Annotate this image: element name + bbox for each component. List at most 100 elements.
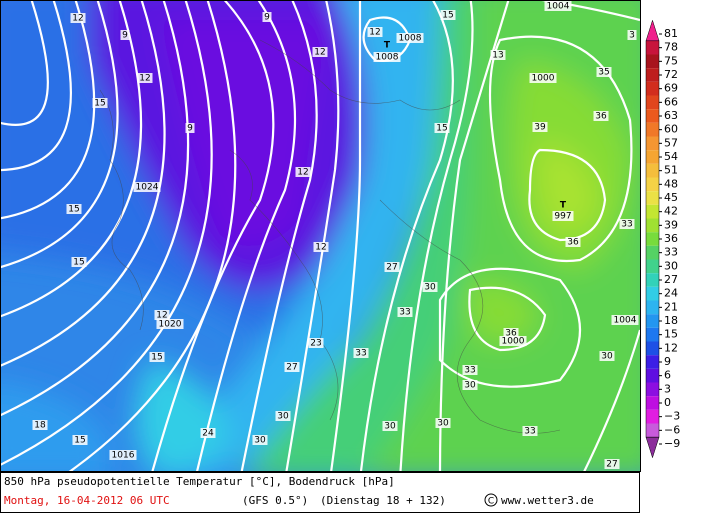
map-label: 30 bbox=[277, 412, 289, 422]
colorbar-label: 30 bbox=[664, 259, 678, 272]
map-label-box bbox=[200, 428, 216, 438]
colorbar: 8178757269666360575451484542393633302724… bbox=[645, 19, 680, 459]
map-label: 13 bbox=[492, 51, 503, 61]
colorbar-label: 72 bbox=[664, 68, 678, 81]
map-label: 33 bbox=[399, 308, 410, 318]
colorbar-swatch bbox=[646, 136, 659, 151]
map-label: 33 bbox=[621, 220, 632, 230]
map-label-box bbox=[313, 242, 329, 252]
colorbar-label: 36 bbox=[664, 232, 678, 245]
colorbar-swatch bbox=[646, 368, 659, 383]
isobar bbox=[0, 0, 166, 367]
colorbar-label: 78 bbox=[664, 41, 678, 54]
map-label: 27 bbox=[286, 363, 297, 373]
colorbar-swatch bbox=[646, 232, 659, 246]
map-label-box bbox=[70, 13, 86, 23]
map-label: 3 bbox=[629, 31, 635, 41]
colorbar-arrow bbox=[645, 19, 660, 42]
colorbar-label: 81 bbox=[664, 27, 678, 40]
colorbar-label: 45 bbox=[664, 191, 678, 204]
map-label: 33 bbox=[464, 366, 475, 376]
map-label: 30 bbox=[437, 419, 449, 429]
isobar bbox=[438, 0, 510, 471]
map-label: 24 bbox=[202, 429, 214, 439]
map-label-box bbox=[462, 380, 478, 390]
map-label: 15 bbox=[68, 205, 79, 215]
isobar bbox=[285, 0, 340, 471]
map-label-box bbox=[66, 204, 82, 214]
colorbar-swatch bbox=[646, 81, 659, 96]
map-label-box bbox=[295, 167, 311, 177]
map-label-box bbox=[133, 182, 161, 192]
copyright-c: C bbox=[488, 497, 494, 507]
colorbar-swatch bbox=[646, 191, 659, 205]
map-label-box bbox=[373, 52, 401, 62]
colorbar-label: 15 bbox=[664, 328, 678, 341]
map-label-box bbox=[109, 450, 137, 460]
map-label: 12 bbox=[369, 28, 380, 38]
map-label-box bbox=[308, 338, 324, 348]
map-label-box bbox=[275, 411, 291, 421]
isobar bbox=[0, 0, 190, 417]
caption-site: www.wetter3.de bbox=[501, 494, 594, 507]
isobar bbox=[0, 0, 49, 126]
isobar bbox=[438, 267, 581, 388]
colorbar-label: 42 bbox=[664, 205, 678, 218]
map-label: 30 bbox=[424, 283, 436, 293]
map-label-box bbox=[611, 315, 639, 325]
map-label-box bbox=[396, 33, 424, 43]
colorbar-swatch bbox=[646, 204, 659, 219]
map-label: 1016 bbox=[112, 451, 135, 461]
map-label-box bbox=[384, 262, 400, 272]
colorbar-label: 69 bbox=[664, 82, 678, 95]
caption-box bbox=[0, 472, 640, 513]
map-label: 33 bbox=[524, 427, 535, 437]
map-label: 9 bbox=[122, 31, 128, 41]
colorbar-label: 24 bbox=[664, 287, 678, 300]
map-label-box bbox=[382, 421, 398, 431]
map-label: 18 bbox=[34, 421, 46, 431]
map-label-box bbox=[503, 328, 519, 338]
colorbar-arrow bbox=[645, 436, 660, 459]
map-label: 1004 bbox=[547, 2, 570, 12]
isobar bbox=[196, 0, 297, 471]
isobar bbox=[359, 0, 454, 471]
colorbar-swatch bbox=[646, 40, 659, 55]
map-label-box bbox=[312, 47, 328, 57]
colorbar-label: 66 bbox=[664, 95, 678, 108]
colorbar-label: 33 bbox=[664, 246, 678, 259]
pressure-center: T bbox=[560, 201, 567, 211]
isobar bbox=[399, 0, 474, 471]
isobar bbox=[330, 0, 362, 471]
colorbar-swatch bbox=[646, 286, 659, 301]
colorbar-swatch bbox=[646, 273, 659, 287]
map-label: 15 bbox=[442, 11, 453, 21]
map-label-box bbox=[490, 50, 506, 60]
map-label-box bbox=[599, 351, 615, 361]
colorbar-swatch bbox=[646, 355, 659, 369]
map-label-box bbox=[434, 123, 450, 133]
colorbar-swatch bbox=[646, 423, 659, 438]
isobar bbox=[0, 0, 143, 318]
isobar bbox=[0, 0, 96, 220]
colorbar-swatch bbox=[646, 409, 659, 424]
map-label: 9 bbox=[264, 13, 270, 23]
map-label: 12 bbox=[314, 48, 325, 58]
map-label-box bbox=[120, 30, 130, 40]
colorbar-swatch bbox=[646, 327, 659, 342]
map-label-box bbox=[252, 435, 268, 445]
map-label-box bbox=[397, 307, 413, 317]
isobar bbox=[583, 329, 640, 471]
map-label-box bbox=[185, 123, 195, 133]
map-label: 35 bbox=[598, 68, 609, 78]
colorbar-label: 21 bbox=[664, 300, 678, 313]
map-label: 36 bbox=[595, 112, 607, 122]
colorbar-swatch bbox=[646, 163, 659, 178]
map-label: 1000 bbox=[532, 74, 555, 84]
map-label: 15 bbox=[73, 258, 84, 268]
map-label-box bbox=[367, 27, 383, 37]
map-label: 12 bbox=[156, 311, 167, 321]
colorbar-label: 60 bbox=[664, 123, 678, 136]
map-label-box bbox=[422, 282, 438, 292]
